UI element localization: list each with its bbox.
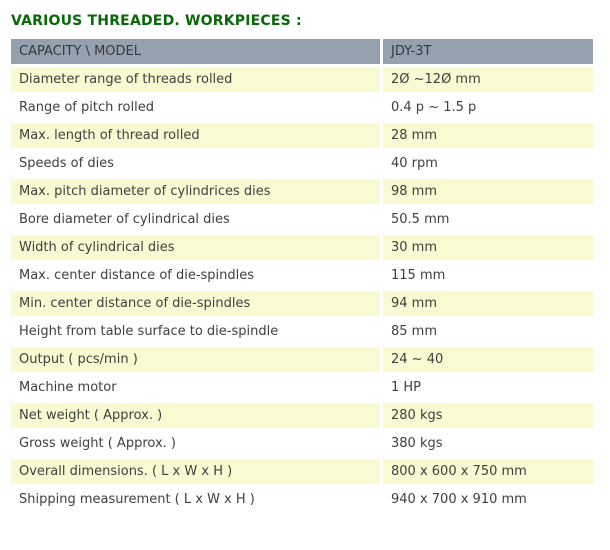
spec-value: 800 x 600 x 750 mm [383, 459, 593, 484]
spec-value: 30 mm [383, 235, 593, 260]
table-header-row: CAPACITY \ MODEL JDY-3T [11, 39, 593, 64]
spec-value: 380 kgs [383, 431, 593, 456]
spec-label: Max. pitch diameter of cylindrices dies [11, 179, 380, 204]
spec-value: 94 mm [383, 291, 593, 316]
spec-value: 1 HP [383, 375, 593, 400]
spec-value: 2Ø ~12Ø mm [383, 67, 593, 92]
spec-label: Shipping measurement ( L x W x H ) [11, 487, 380, 512]
spec-label: Gross weight ( Approx. ) [11, 431, 380, 456]
spec-value: 98 mm [383, 179, 593, 204]
table-row: Range of pitch rolled 0.4 p ~ 1.5 p [11, 95, 593, 120]
spec-value: 85 mm [383, 319, 593, 344]
table-row: Output ( pcs/min ) 24 ~ 40 [11, 347, 593, 372]
table-row: Diameter range of threads rolled 2Ø ~12Ø… [11, 67, 593, 92]
table-row: Max. center distance of die-spindles 115… [11, 263, 593, 288]
spec-label: Overall dimensions. ( L x W x H ) [11, 459, 380, 484]
spec-value: 28 mm [383, 123, 593, 148]
page-title: VARIOUS THREADED. WORKPIECES : [11, 13, 302, 29]
spec-value: 0.4 p ~ 1.5 p [383, 95, 593, 120]
column-header-capacity-model: CAPACITY \ MODEL [11, 39, 380, 64]
table-row: Width of cylindrical dies 30 mm [11, 235, 593, 260]
spec-value: 280 kgs [383, 403, 593, 428]
spec-table: CAPACITY \ MODEL JDY-3T Diameter range o… [8, 36, 596, 515]
spec-label: Speeds of dies [11, 151, 380, 176]
table-row: Speeds of dies 40 rpm [11, 151, 593, 176]
table-row: Max. pitch diameter of cylindrices dies … [11, 179, 593, 204]
table-row: Machine motor 1 HP [11, 375, 593, 400]
spec-value: 40 rpm [383, 151, 593, 176]
table-row: Overall dimensions. ( L x W x H ) 800 x … [11, 459, 593, 484]
spec-value: 24 ~ 40 [383, 347, 593, 372]
spec-label: Diameter range of threads rolled [11, 67, 380, 92]
spec-value: 50.5 mm [383, 207, 593, 232]
spec-label: Range of pitch rolled [11, 95, 380, 120]
table-row: Min. center distance of die-spindles 94 … [11, 291, 593, 316]
table-row: Height from table surface to die-spindle… [11, 319, 593, 344]
table-row: Bore diameter of cylindrical dies 50.5 m… [11, 207, 593, 232]
spec-label: Machine motor [11, 375, 380, 400]
spec-value: 940 x 700 x 910 mm [383, 487, 593, 512]
table-row: Shipping measurement ( L x W x H ) 940 x… [11, 487, 593, 512]
table-row: Max. length of thread rolled 28 mm [11, 123, 593, 148]
spec-label: Output ( pcs/min ) [11, 347, 380, 372]
column-header-model-jdy3t: JDY-3T [383, 39, 593, 64]
table-row: Net weight ( Approx. ) 280 kgs [11, 403, 593, 428]
spec-label: Min. center distance of die-spindles [11, 291, 380, 316]
spec-label: Net weight ( Approx. ) [11, 403, 380, 428]
spec-value: 115 mm [383, 263, 593, 288]
page-container: VARIOUS THREADED. WORKPIECES : CAPACITY … [8, 13, 596, 515]
spec-label: Width of cylindrical dies [11, 235, 380, 260]
spec-label: Bore diameter of cylindrical dies [11, 207, 380, 232]
table-row: Gross weight ( Approx. ) 380 kgs [11, 431, 593, 456]
spec-label: Max. length of thread rolled [11, 123, 380, 148]
spec-label: Height from table surface to die-spindle [11, 319, 380, 344]
spec-label: Max. center distance of die-spindles [11, 263, 380, 288]
